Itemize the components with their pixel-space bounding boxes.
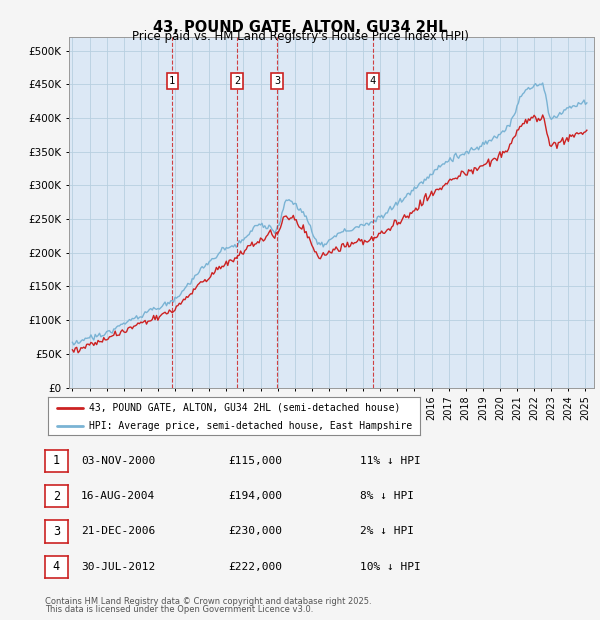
Text: 4: 4 (370, 76, 376, 86)
Text: 03-NOV-2000: 03-NOV-2000 (81, 456, 155, 466)
Text: 8% ↓ HPI: 8% ↓ HPI (360, 491, 414, 501)
Text: 4: 4 (53, 560, 60, 573)
Text: 2% ↓ HPI: 2% ↓ HPI (360, 526, 414, 536)
Text: 16-AUG-2004: 16-AUG-2004 (81, 491, 155, 501)
Text: 2: 2 (234, 76, 240, 86)
Text: 30-JUL-2012: 30-JUL-2012 (81, 562, 155, 572)
Text: HPI: Average price, semi-detached house, East Hampshire: HPI: Average price, semi-detached house,… (89, 420, 412, 431)
Text: 1: 1 (169, 76, 175, 86)
Text: Contains HM Land Registry data © Crown copyright and database right 2025.: Contains HM Land Registry data © Crown c… (45, 597, 371, 606)
Text: 43, POUND GATE, ALTON, GU34 2HL: 43, POUND GATE, ALTON, GU34 2HL (153, 20, 447, 35)
Text: £115,000: £115,000 (228, 456, 282, 466)
Text: £230,000: £230,000 (228, 526, 282, 536)
Text: £194,000: £194,000 (228, 491, 282, 501)
Text: Price paid vs. HM Land Registry's House Price Index (HPI): Price paid vs. HM Land Registry's House … (131, 30, 469, 43)
Text: 21-DEC-2006: 21-DEC-2006 (81, 526, 155, 536)
Text: 2: 2 (53, 490, 60, 502)
Text: This data is licensed under the Open Government Licence v3.0.: This data is licensed under the Open Gov… (45, 604, 313, 614)
Text: 3: 3 (53, 525, 60, 538)
Text: 1: 1 (53, 454, 60, 467)
Text: 10% ↓ HPI: 10% ↓ HPI (360, 562, 421, 572)
Text: £222,000: £222,000 (228, 562, 282, 572)
Text: 3: 3 (274, 76, 280, 86)
Text: 43, POUND GATE, ALTON, GU34 2HL (semi-detached house): 43, POUND GATE, ALTON, GU34 2HL (semi-de… (89, 402, 400, 412)
Text: 11% ↓ HPI: 11% ↓ HPI (360, 456, 421, 466)
